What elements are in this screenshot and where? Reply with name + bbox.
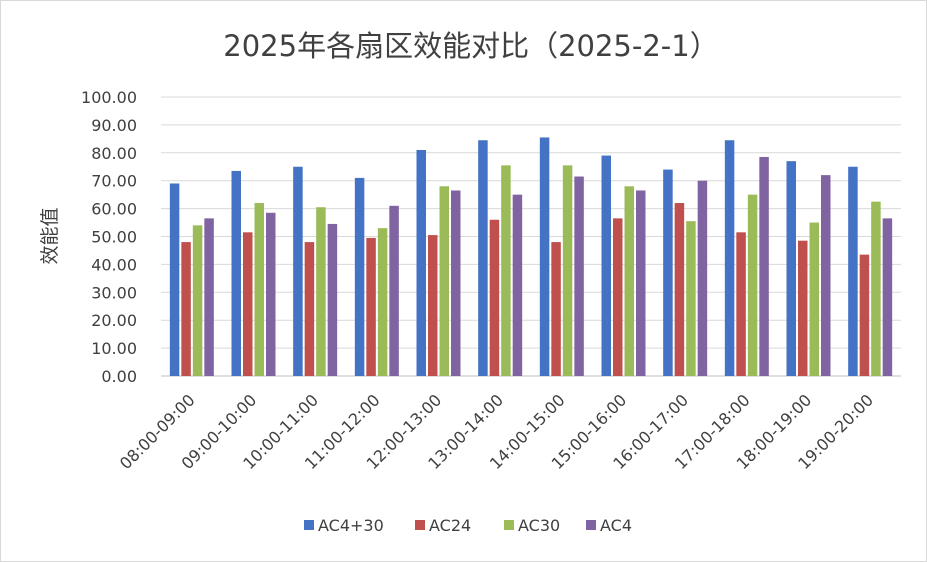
legend-swatch	[504, 520, 514, 530]
bar	[871, 201, 881, 377]
y-tick-label: 30.00	[91, 283, 137, 302]
y-tick-label: 100.00	[81, 88, 137, 107]
bar	[304, 242, 315, 376]
bar	[624, 186, 634, 376]
bar	[501, 165, 511, 376]
bars	[169, 137, 893, 377]
bar	[489, 219, 500, 376]
y-tick-label: 90.00	[91, 116, 137, 135]
y-tick-label: 80.00	[91, 144, 137, 163]
bar	[416, 150, 426, 376]
bar	[266, 212, 276, 376]
bar	[674, 203, 685, 376]
bar	[243, 232, 253, 376]
y-tick-label: 0.00	[101, 367, 137, 386]
y-tick-label: 10.00	[91, 339, 137, 358]
legend-swatch	[586, 520, 596, 530]
bar	[663, 169, 673, 376]
legend-swatch	[415, 520, 425, 530]
bar	[512, 194, 523, 376]
legend-swatch	[304, 520, 314, 530]
bar	[192, 225, 203, 376]
legend-label: AC4+30	[318, 516, 384, 535]
bar	[551, 242, 561, 376]
y-axis-label: 效能值	[39, 207, 61, 264]
bar	[354, 177, 365, 376]
bar	[539, 137, 550, 376]
y-tick-label: 60.00	[91, 200, 137, 219]
bar	[327, 223, 338, 376]
bar	[562, 165, 573, 376]
bar	[293, 166, 303, 376]
bar	[786, 161, 796, 376]
bar	[697, 180, 708, 376]
bar	[636, 190, 646, 376]
bar	[747, 194, 758, 376]
bar	[478, 140, 488, 376]
bar	[859, 254, 870, 376]
bar	[882, 218, 893, 376]
bar	[254, 203, 264, 376]
bar	[821, 175, 831, 376]
bar	[809, 222, 819, 376]
bar	[169, 183, 180, 376]
x-axis-ticks: 08:00-09:0009:00-10:0010:00-11:0011:00-1…	[116, 390, 877, 473]
bar	[316, 207, 326, 376]
bar	[759, 156, 769, 376]
bar	[574, 176, 584, 376]
gridlines	[161, 96, 901, 377]
bar	[439, 186, 449, 376]
bar	[798, 240, 808, 376]
y-tick-label: 20.00	[91, 311, 137, 330]
y-tick-label: 70.00	[91, 172, 137, 191]
bar	[204, 218, 214, 376]
legend-label: AC24	[429, 516, 471, 535]
legend-label: AC30	[518, 516, 560, 535]
bar	[601, 155, 611, 376]
bar	[181, 242, 191, 376]
bar	[366, 237, 376, 376]
bar	[428, 235, 438, 376]
bar	[389, 205, 399, 376]
bar	[231, 170, 241, 376]
y-axis-ticks: 0.00 10.00 20.00 30.00 40.00 50.00 60.00 70.00 8…	[81, 88, 137, 386]
bar	[686, 221, 696, 376]
legend: AC4+30 AC24 AC30 AC4	[304, 516, 632, 535]
bar	[451, 190, 461, 376]
bar	[736, 232, 746, 376]
bar	[848, 166, 858, 376]
y-tick-label: 50.00	[91, 228, 137, 247]
y-tick-label: 40.00	[91, 255, 137, 274]
bar	[613, 218, 623, 376]
bar	[377, 228, 388, 376]
bar	[724, 140, 735, 376]
chart-title: 2025年各扇区效能对比（2025-2-1）	[223, 29, 718, 63]
legend-label: AC4	[600, 516, 632, 535]
